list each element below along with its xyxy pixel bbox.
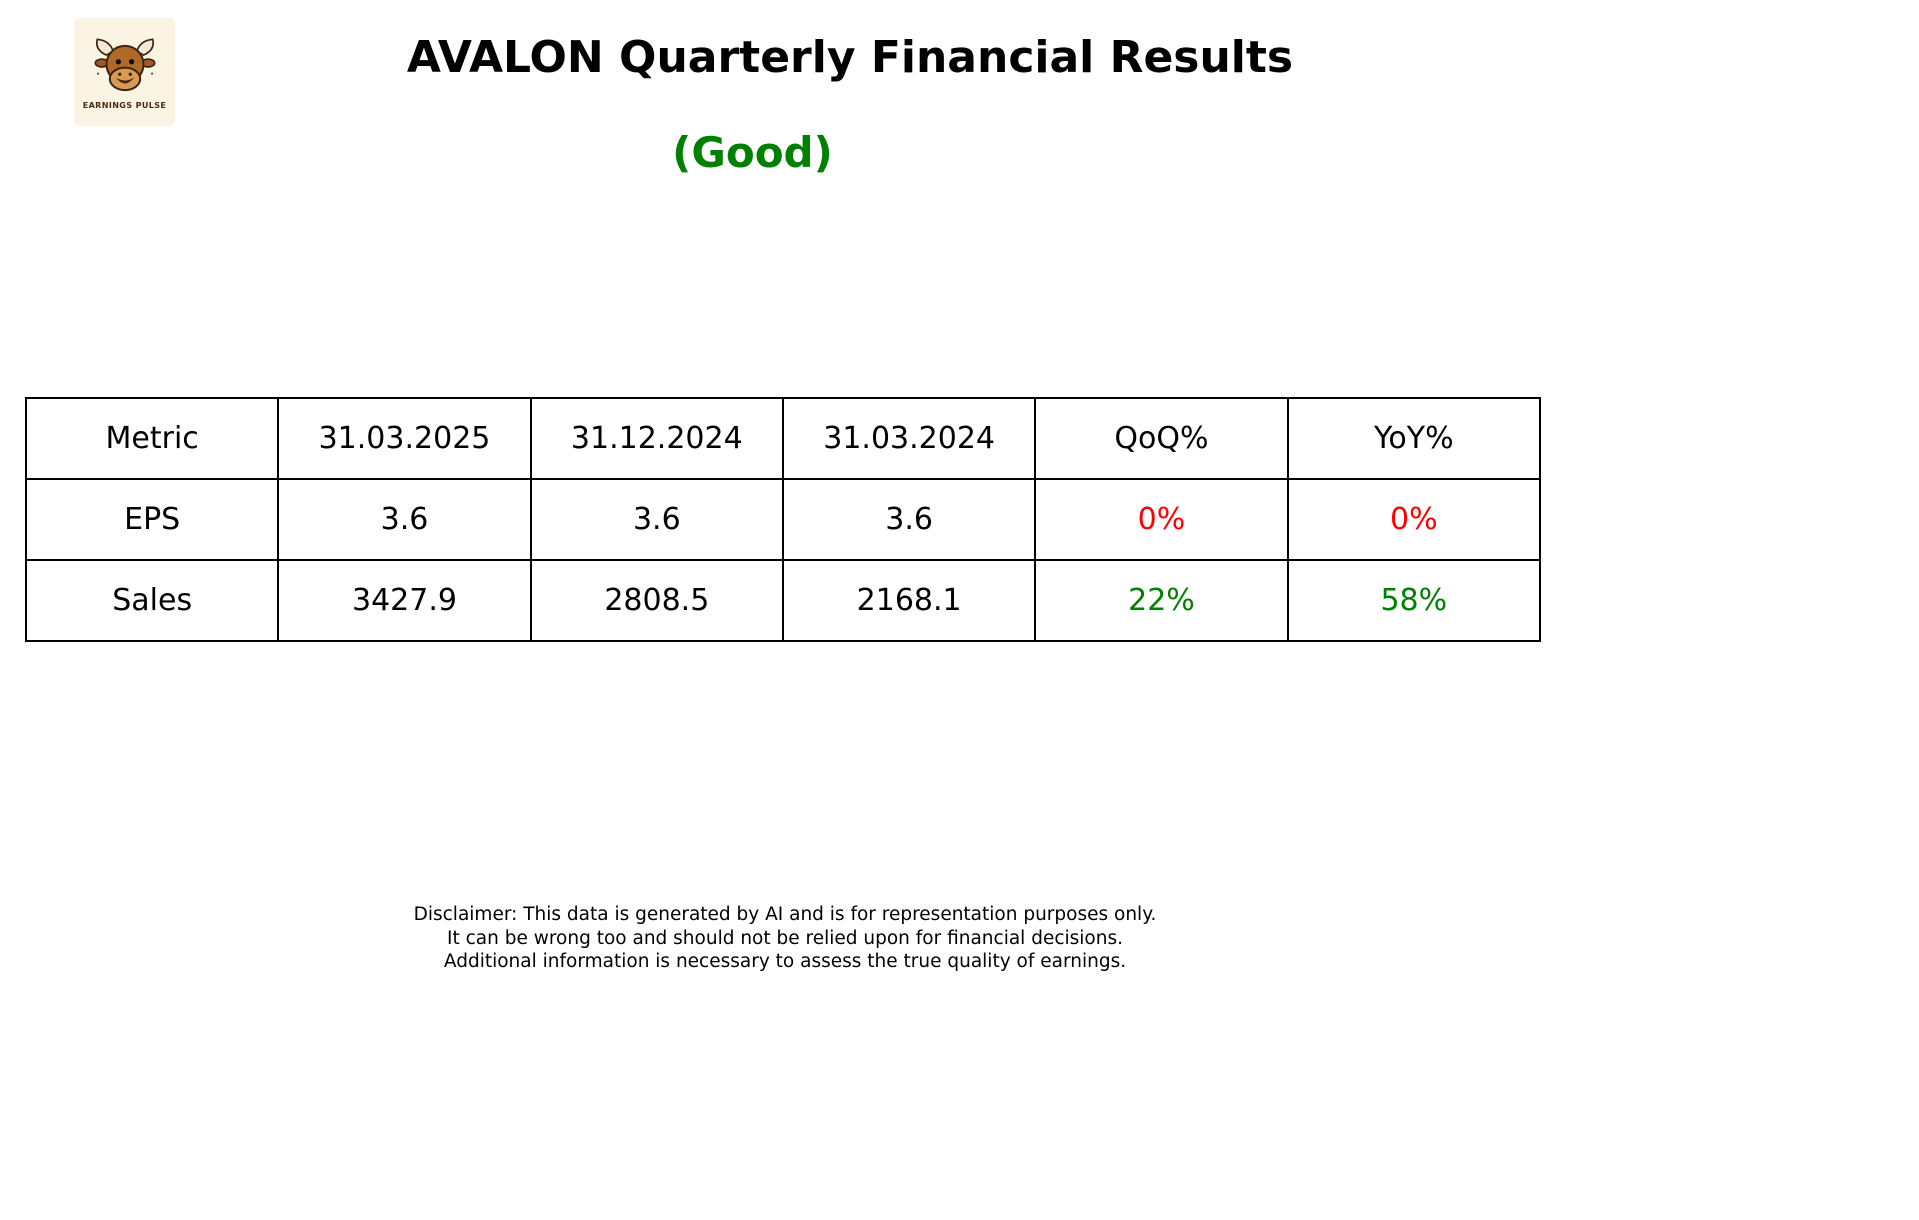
table-row-sales: Sales 3427.9 2808.5 2168.1 22% 58%: [24, 559, 1542, 642]
table-cell: 3.6: [529, 478, 784, 561]
header-cell-yoy: YoY%: [1286, 397, 1542, 480]
header-cell-qoq: QoQ%: [1034, 397, 1289, 480]
header-cell-period-3: 31.03.2024: [781, 397, 1037, 480]
table-cell: 3427.9: [277, 559, 532, 642]
header-cell-period-1: 31.03.2025: [277, 397, 532, 480]
table-cell-qoq: 22%: [1034, 559, 1289, 642]
disclaimer-line: It can be wrong too and should not be re…: [447, 927, 1123, 949]
table-cell-yoy: 0%: [1286, 478, 1542, 561]
table-cell-qoq: 0%: [1034, 478, 1289, 561]
earnings-pulse-logo: EARNINGS PULSE: [74, 18, 175, 126]
table-row-eps: EPS 3.6 3.6 3.6 0% 0%: [24, 478, 1542, 561]
disclaimer-line: Disclaimer: This data is generated by AI…: [413, 904, 1157, 925]
disclaimer-line: Additional information is necessary to a…: [443, 951, 1127, 972]
table-header-row: Metric 31.03.2025 31.12.2024 31.03.2024 …: [24, 397, 1542, 480]
table-cell: Sales: [24, 559, 280, 642]
disclaimer: Disclaimer: This data is generated by AI…: [0, 903, 1570, 974]
table-cell: 2808.5: [529, 559, 784, 642]
bull-icon: [92, 34, 158, 100]
table-cell: 3.6: [277, 478, 532, 561]
header-cell-period-2: 31.12.2024: [529, 397, 784, 480]
financial-results-table: Metric 31.03.2025 31.12.2024 31.03.2024 …: [24, 397, 1542, 642]
verdict-label: (Good): [672, 128, 833, 177]
logo-label: EARNINGS PULSE: [82, 101, 167, 110]
table-cell: EPS: [24, 478, 280, 561]
header-cell-metric: Metric: [24, 397, 280, 480]
table-cell-yoy: 58%: [1286, 559, 1542, 642]
page-title: AVALON Quarterly Financial Results: [406, 32, 1294, 83]
table-cell: 2168.1: [781, 559, 1037, 642]
table-cell: 3.6: [781, 478, 1037, 561]
